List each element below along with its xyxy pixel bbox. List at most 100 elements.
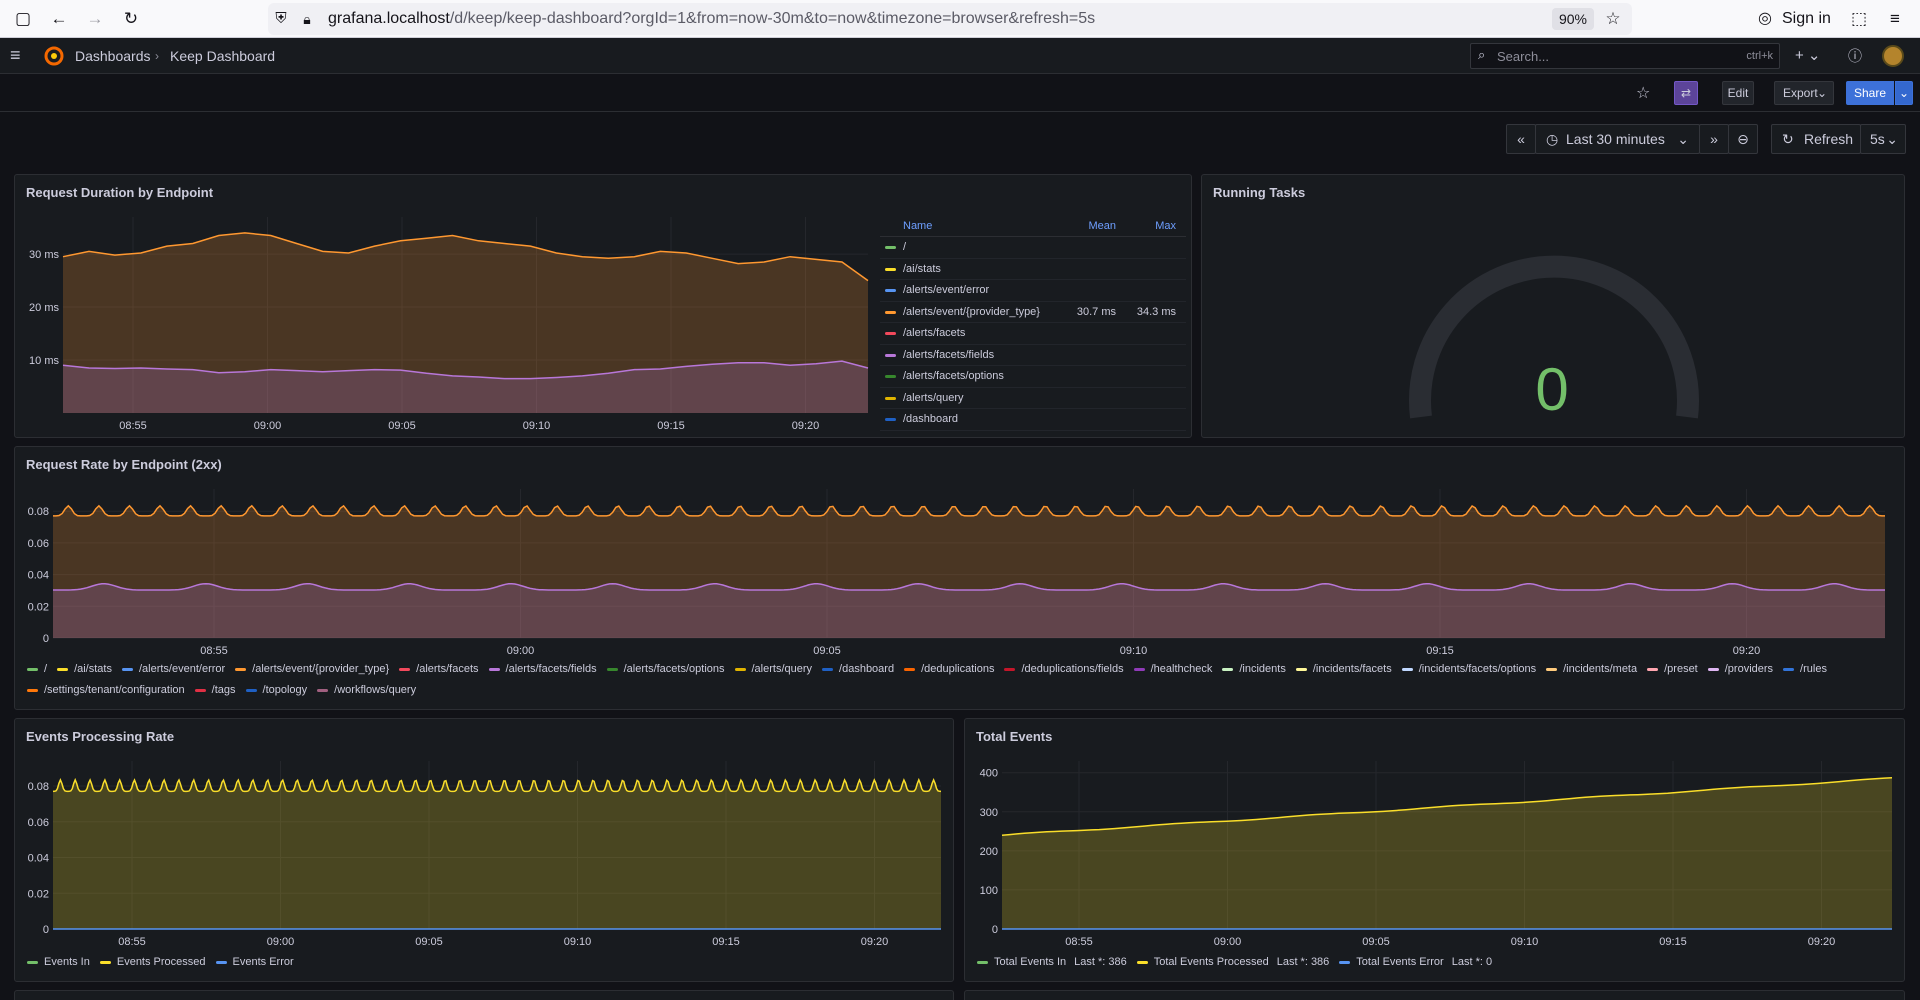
favorite-star-icon[interactable]: ☆	[1636, 85, 1651, 102]
search-input[interactable]: ⌕ Search... ctrl+k	[1470, 43, 1780, 69]
panel-events-processing-rate[interactable]: Events Processing Rate 0 0.02 0.04 0.06 0.08…	[14, 718, 954, 982]
series-swatch	[99, 960, 111, 964]
url-text[interactable]: grafana.localhost/d/keep/keep-dashboard?…	[328, 10, 1096, 27]
legend-item[interactable]: /alerts/event/{provider_type}	[235, 659, 389, 680]
legend-table-row[interactable]: /dashboard	[880, 409, 1186, 431]
share-button[interactable]: Share	[1846, 81, 1894, 105]
add-icon[interactable]: + ⌄	[1795, 47, 1821, 64]
legend-item[interactable]: /deduplications/fields	[1004, 659, 1124, 680]
legend-label: /tags	[211, 684, 236, 696]
panel-title[interactable]: Request Rate by Endpoint (2xx)	[26, 457, 222, 472]
legend-table-row[interactable]: /	[880, 237, 1186, 259]
legend-table-row[interactable]: /ai/stats	[880, 259, 1186, 280]
chart-svg: 10 ms 20 ms 30 ms 08:55 09:00 09:05 09:10 09:15…	[29, 217, 869, 432]
avatar[interactable]	[1882, 45, 1904, 67]
panel-title[interactable]: Total Events	[976, 729, 1053, 744]
time-range-picker[interactable]: ◷ Last 30 minutes ⌄	[1535, 124, 1700, 154]
legend-item[interactable]: /alerts/facets/fields	[488, 659, 597, 680]
series-name: /alerts/event/error	[903, 284, 990, 296]
y-tick-label: 0.04	[28, 570, 49, 582]
menu-toggle-icon[interactable]: ≡	[10, 45, 21, 65]
legend-item[interactable]: /tags	[194, 680, 236, 701]
legend-item[interactable]: /alerts/facets/options	[606, 659, 725, 680]
legend-item[interactable]: /workflows/query	[317, 680, 416, 701]
extensions-icon[interactable]: ⬚	[1850, 9, 1868, 28]
breadcrumb-current[interactable]: Keep Dashboard	[170, 48, 276, 64]
legend-item[interactable]: /healthcheck	[1133, 659, 1212, 680]
legend-item[interactable]: /alerts/event/error	[121, 659, 225, 680]
series-swatch	[27, 960, 38, 964]
series-area	[1002, 777, 1892, 929]
menu-icon[interactable]: ≡	[1890, 9, 1900, 28]
legend-item[interactable]: /topology	[245, 680, 307, 701]
legend-item[interactable]: /settings/tenant/configuration	[27, 680, 185, 701]
reload-icon[interactable]: ↻	[123, 9, 139, 28]
tabs-icon[interactable]: ▢	[14, 9, 32, 28]
header-name[interactable]: Name	[903, 220, 933, 232]
panel-total-events[interactable]: Total Events 0 100 200 300 400 08:55 09:00 09:0…	[964, 718, 1905, 982]
panel-request-rate[interactable]: Request Rate by Endpoint (2xx) 0 0.02 0.04…	[14, 446, 1905, 710]
refresh-button[interactable]: ↻ Refresh	[1771, 124, 1861, 154]
panel-running-tasks[interactable]: Running Tasks	[1201, 174, 1905, 438]
share-dropdown-icon[interactable]: ⌄	[1895, 81, 1913, 105]
legend-item[interactable]: Total Events Processed Last *: 386	[1136, 952, 1329, 973]
series-swatch	[57, 667, 69, 671]
legend-item[interactable]: Total Events Error Last *: 0	[1339, 952, 1492, 973]
legend-item[interactable]: /dashboard	[822, 659, 894, 680]
forward-icon[interactable]: →	[86, 9, 104, 28]
legend-item[interactable]: Events In	[27, 952, 90, 973]
edit-button[interactable]: Edit	[1722, 81, 1754, 105]
legend-item[interactable]: /	[27, 659, 47, 680]
legend-item[interactable]: /incidents/facets	[1295, 659, 1392, 680]
legend-item[interactable]: /ai/stats	[57, 659, 112, 680]
legend-label: /ai/stats	[74, 663, 112, 675]
legend-table-row[interactable]: /alerts/event/{provider_type} 30.7 ms 34.3…	[880, 302, 1186, 323]
legend-table-row[interactable]: /alerts/event/error	[880, 280, 1186, 302]
x-tick-label: 08:55	[119, 420, 147, 432]
dashboard-switch-icon[interactable]: ⇄	[1674, 81, 1698, 105]
shield-icon[interactable]: ⛨	[275, 10, 287, 27]
legend-item[interactable]: /rules	[1783, 659, 1827, 680]
legend-item[interactable]: /providers	[1707, 659, 1773, 680]
legend-item[interactable]: /incidents/meta	[1546, 659, 1637, 680]
address-bar[interactable]: ⛨ 🔒︎ grafana.localhost/d/keep/keep-dashb…	[268, 3, 1632, 35]
help-icon[interactable]: ⓘ	[1848, 48, 1862, 64]
legend-table-row[interactable]: /alerts/facets/fields	[880, 345, 1186, 366]
legend-table-row[interactable]: /alerts/facets/options	[880, 366, 1186, 388]
export-button[interactable]: Export ⌄	[1774, 81, 1834, 105]
time-shift-forward-button[interactable]: »	[1699, 124, 1729, 154]
legend-label: /alerts/event/{provider_type}	[252, 663, 390, 675]
series-swatch	[977, 960, 988, 964]
legend-item[interactable]: Total Events In Last *: 386	[977, 952, 1127, 973]
legend-table-row[interactable]: /alerts/query	[880, 388, 1186, 409]
legend-item[interactable]: Events Error	[215, 952, 294, 973]
panel-request-duration[interactable]: Request Duration by Endpoint 10 ms 20 ms 3…	[14, 174, 1192, 438]
zoom-out-button[interactable]: ⊖	[1728, 124, 1758, 154]
header-max[interactable]: Max	[1155, 220, 1176, 232]
refresh-interval-picker[interactable]: 5s ⌄	[1860, 124, 1906, 154]
legend-item[interactable]: /preset	[1647, 659, 1698, 680]
panel-title[interactable]: Running Tasks	[1213, 185, 1306, 200]
back-icon[interactable]: ←	[50, 9, 68, 28]
legend-item[interactable]: /incidents	[1222, 659, 1286, 680]
x-tick-label: 09:20	[1733, 645, 1761, 657]
bookmark-star-icon[interactable]: ☆	[1605, 9, 1621, 28]
legend-item[interactable]: /alerts/facets	[399, 659, 479, 680]
legend-table-row[interactable]: /alerts/facets	[880, 323, 1186, 345]
grafana-logo-icon[interactable]	[44, 46, 64, 66]
panel-title[interactable]: Request Duration by Endpoint	[26, 185, 214, 200]
legend-item[interactable]: Events Processed	[99, 952, 206, 973]
legend-item[interactable]: /deduplications	[904, 659, 994, 680]
legend-item[interactable]: /incidents/facets/options	[1401, 659, 1536, 680]
sign-in-button[interactable]: ◎ Sign in	[1752, 6, 1839, 32]
header-mean[interactable]: Mean	[1088, 220, 1116, 232]
legend-stat: Last *: 0	[1451, 956, 1493, 968]
zoom-level[interactable]: 90%	[1551, 8, 1594, 30]
time-shift-back-button[interactable]: «	[1506, 124, 1536, 154]
series-name: /alerts/query	[903, 391, 964, 404]
legend-item[interactable]: /alerts/query	[734, 659, 812, 680]
series-line	[53, 582, 1885, 591]
breadcrumb-dashboards[interactable]: Dashboards	[75, 48, 151, 64]
panel-title[interactable]: Events Processing Rate	[26, 729, 175, 744]
lock-icon[interactable]: 🔒︎	[303, 11, 311, 27]
